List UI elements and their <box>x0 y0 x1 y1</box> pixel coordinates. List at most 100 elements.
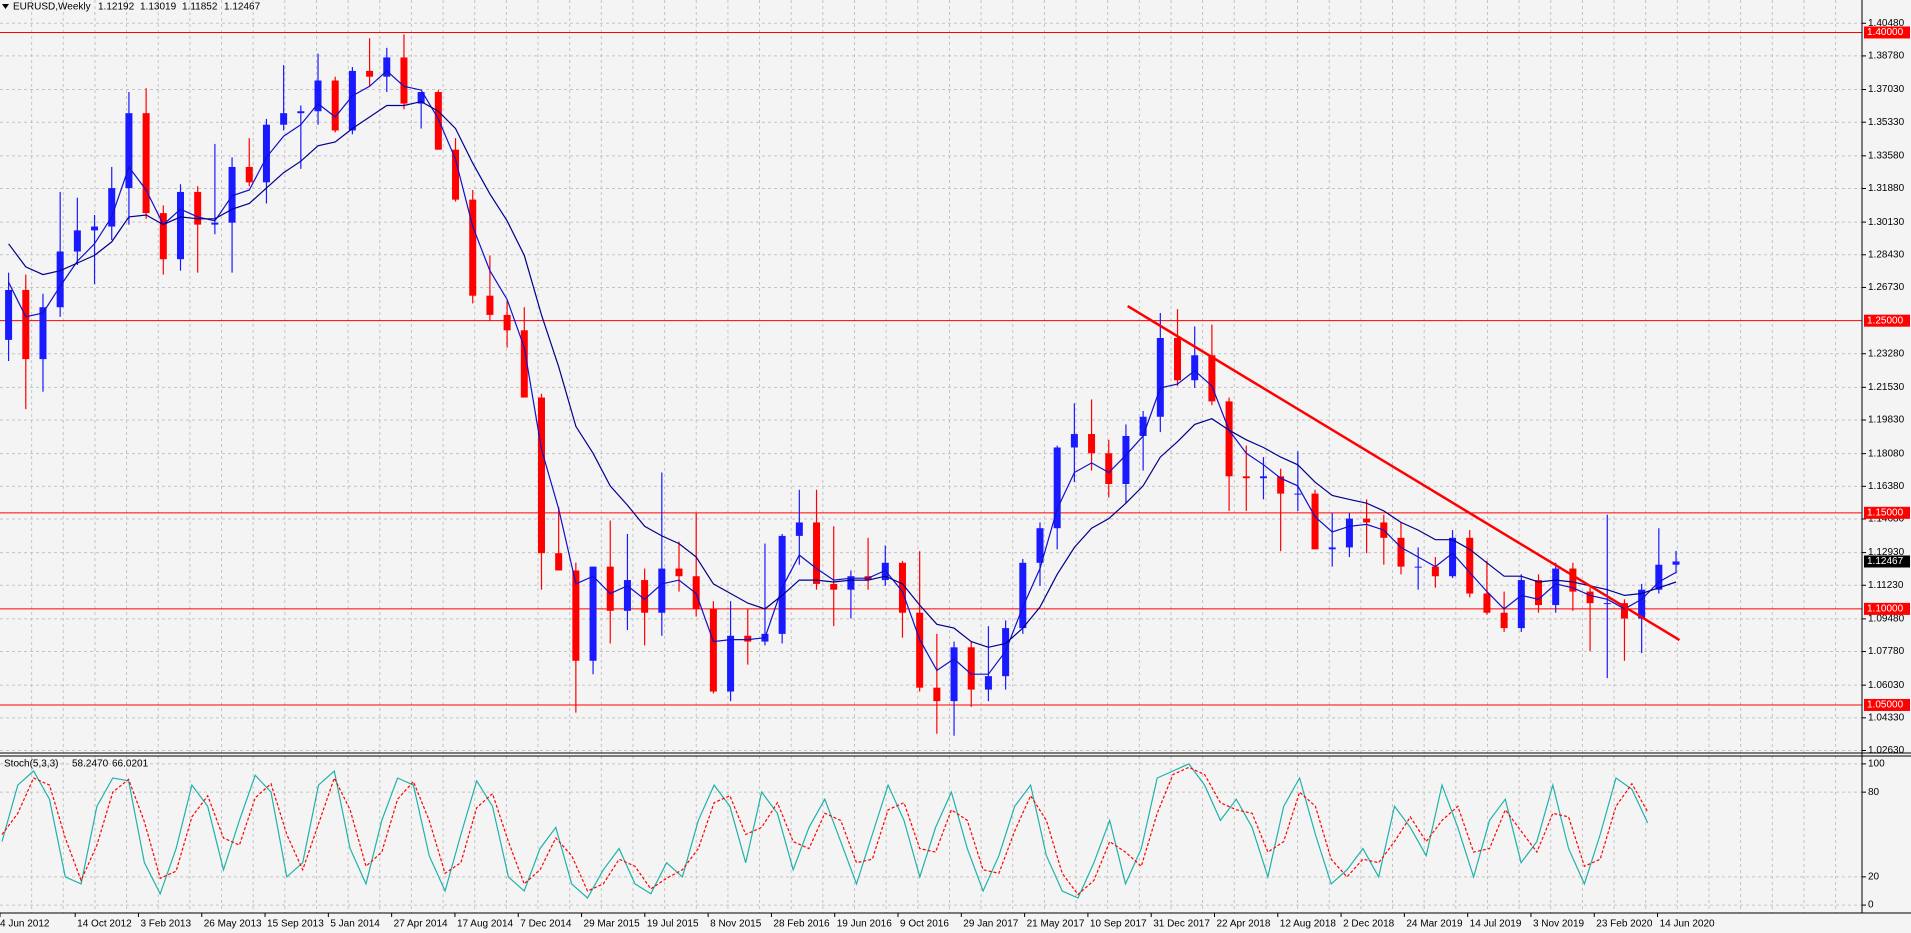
indicator-title: Stoch(5,3,3) <box>4 759 58 770</box>
menu-arrow[interactable] <box>2 4 9 9</box>
x-tick-label: 3 Feb 2013 <box>140 919 191 930</box>
candle-body <box>125 113 133 189</box>
candle-body <box>159 213 167 260</box>
candle-body <box>1311 493 1319 550</box>
candle-body <box>813 522 821 584</box>
candle-body <box>709 608 717 692</box>
y-tick-label: 1.21530 <box>1868 382 1905 393</box>
ohlc-value: 1.12467 <box>224 2 261 13</box>
level-label-box <box>1864 602 1910 615</box>
level-label-box <box>1864 698 1910 711</box>
candle-body <box>297 111 305 114</box>
candle-body <box>1500 612 1508 629</box>
candle-body <box>1586 591 1594 604</box>
candle-body <box>1431 566 1439 577</box>
y-tick-label: 1.23280 <box>1868 348 1905 359</box>
x-tick-label: 2 Dec 2018 <box>1343 919 1395 930</box>
candle-body <box>658 568 666 613</box>
current-price-box <box>1864 555 1910 568</box>
candle-body <box>916 612 924 688</box>
candle-body <box>623 580 631 611</box>
candle-body <box>417 92 425 104</box>
candle-body <box>1105 453 1113 485</box>
x-tick-label: 10 Sep 2017 <box>1090 919 1147 930</box>
moving-average <box>8 100 1677 648</box>
candle-body <box>503 314 511 331</box>
y-tick-label: 1.31880 <box>1868 183 1905 194</box>
candle-body <box>469 199 477 296</box>
candle-body <box>262 124 270 183</box>
candle-body <box>1620 603 1628 619</box>
candle-body <box>1225 401 1233 477</box>
x-tick-label: 8 Nov 2015 <box>710 919 762 930</box>
level-label-box <box>1864 26 1910 39</box>
candle-body <box>984 676 992 690</box>
candle-body <box>967 647 975 690</box>
candle-body <box>1053 447 1061 529</box>
x-tick-label: 17 Aug 2014 <box>457 919 514 930</box>
x-tick-label: 12 Aug 2018 <box>1280 919 1337 930</box>
candle-body <box>228 166 236 223</box>
level-label: 1.40000 <box>1867 27 1904 38</box>
candle-body <box>555 553 563 571</box>
candle-body <box>950 647 958 702</box>
candle-body <box>933 687 941 702</box>
y-tick-label: 1.26730 <box>1868 282 1905 293</box>
candle-body <box>1242 476 1250 479</box>
y-tick-label: 1.11230 <box>1868 580 1904 591</box>
y-tick-label: 1.38780 <box>1868 51 1905 62</box>
candle-body <box>1345 518 1353 548</box>
y-tick-label: 1.30130 <box>1868 217 1905 228</box>
y-tick-label: 20 <box>1868 871 1880 882</box>
candle-body <box>675 568 683 577</box>
candle-body <box>1122 435 1130 485</box>
candle-body <box>606 566 614 611</box>
y-tick-label: 1.02630 <box>1868 745 1905 756</box>
y-tick-label: 1.04330 <box>1868 712 1905 723</box>
candle-body <box>795 522 803 536</box>
marks-layer <box>0 31 1862 899</box>
candle-body <box>1277 476 1285 494</box>
y-tick-label: 1.07780 <box>1868 646 1905 657</box>
candle-body <box>314 80 322 112</box>
candle-body <box>641 580 649 613</box>
candle-body <box>830 583 838 590</box>
x-tick-label: 15 Sep 2013 <box>267 919 324 930</box>
indicator-value: 58.2470 <box>72 759 109 770</box>
x-tick-label: 26 May 2013 <box>204 919 262 930</box>
stochastic-line <box>1 763 1649 899</box>
x-tick-label: 21 May 2017 <box>1027 919 1085 930</box>
level-label: 1.10000 <box>1867 604 1904 615</box>
candle-body <box>176 191 184 260</box>
y-tick-label: 1.12930 <box>1868 547 1905 558</box>
candle-body <box>898 562 906 613</box>
candle-body <box>5 289 13 340</box>
y-tick-label: 80 <box>1868 787 1880 798</box>
y-tick-label: 1.16380 <box>1868 481 1905 492</box>
x-tick-label: 19 Jun 2016 <box>837 919 892 930</box>
candle-body <box>39 307 47 360</box>
x-tick-label: 7 Dec 2014 <box>520 919 572 930</box>
candle-body <box>1638 589 1646 619</box>
x-tick-label: 31 Dec 2017 <box>1153 919 1210 930</box>
trendline <box>1127 305 1681 642</box>
candle-body <box>434 92 442 150</box>
ohlc-value: 1.12192 <box>98 2 135 13</box>
candle-body <box>1328 547 1336 550</box>
candle-body <box>194 191 202 225</box>
x-tick-label: 23 Feb 2020 <box>1596 919 1653 930</box>
y-tick-label: 1.14680 <box>1868 514 1905 525</box>
moving-average <box>8 70 1677 675</box>
x-tick-label: 27 Apr 2014 <box>394 919 448 930</box>
candle-body <box>1156 337 1164 417</box>
candle-body <box>572 570 580 661</box>
ohlc-value: 1.13019 <box>140 2 177 13</box>
x-tick-label: 29 Mar 2015 <box>584 919 641 930</box>
candle-body <box>1294 493 1302 495</box>
candle-body <box>1517 580 1525 629</box>
y-tick-label: 1.09480 <box>1868 614 1905 625</box>
y-tick-label: 1.18080 <box>1868 448 1905 459</box>
candle-body <box>348 70 356 131</box>
candle-body <box>1535 580 1543 606</box>
